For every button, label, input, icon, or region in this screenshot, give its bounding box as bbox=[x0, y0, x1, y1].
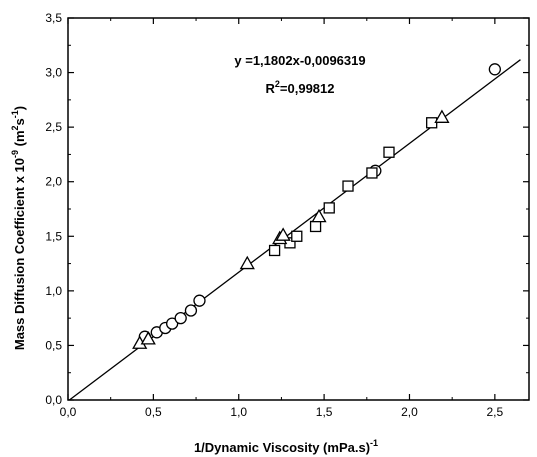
x-tick-label: 2,5 bbox=[487, 405, 504, 419]
square-marker bbox=[323, 202, 335, 214]
linear-fit-line bbox=[69, 59, 521, 401]
data-markers bbox=[132, 63, 502, 349]
y-tick-label: 3,0 bbox=[45, 66, 62, 80]
y-tick-label: 1,5 bbox=[45, 229, 62, 243]
square-marker bbox=[309, 220, 322, 233]
circle-marker bbox=[174, 311, 187, 325]
circle-marker bbox=[166, 317, 179, 330]
y-axis-title-unit-exponent-2: -1 bbox=[10, 110, 20, 118]
y-axis-title-unit: (m bbox=[12, 130, 27, 150]
y-tick-label: 2,5 bbox=[45, 120, 62, 134]
y-axis-title-close: ) bbox=[12, 106, 27, 110]
square-marker bbox=[342, 180, 354, 192]
y-tick-label: 3,5 bbox=[45, 11, 62, 25]
x-tick-label: 0,5 bbox=[145, 405, 162, 419]
x-axis-title-text: 1/Dynamic Viscosity (mPa.s) bbox=[194, 440, 370, 455]
r-squared-superscript: 2 bbox=[275, 79, 280, 89]
circle-marker bbox=[184, 304, 198, 317]
triangle-marker bbox=[434, 109, 450, 123]
x-tick-label: 2,0 bbox=[401, 405, 418, 419]
r-squared-value: =0,99812 bbox=[280, 81, 335, 96]
x-tick-label: 0,0 bbox=[60, 405, 77, 419]
y-axis-title-unit-mid: s bbox=[12, 118, 27, 125]
fit-line-layer bbox=[69, 59, 521, 401]
triangle-marker bbox=[239, 255, 255, 270]
y-axis-title-exponent: -9 bbox=[10, 150, 20, 158]
circle-marker bbox=[488, 63, 502, 76]
x-tick-label: 1,0 bbox=[230, 405, 247, 419]
y-tick-label: 1,0 bbox=[45, 284, 62, 298]
x-tick-label: 1,5 bbox=[316, 405, 333, 419]
axis-ticks: 0,0 0,5 1,0 1,5 2,0 2,5 0,0 0,5 1,0 1,5 2,0 2,5 3,0 3… bbox=[45, 11, 529, 419]
y-tick-label: 0,5 bbox=[45, 338, 62, 352]
square-marker bbox=[366, 167, 378, 179]
y-tick-label: 2,0 bbox=[45, 175, 62, 189]
triangle-marker bbox=[275, 227, 291, 241]
r-squared-annotation: R2=0,99812 bbox=[266, 79, 335, 96]
square-marker bbox=[291, 230, 303, 242]
triangle-marker bbox=[311, 208, 327, 223]
square-marker bbox=[383, 146, 395, 158]
y-tick-label: 0,0 bbox=[45, 393, 62, 407]
y-axis-title: Mass Diffusion Coefficient x 10-9 (m2s-1… bbox=[10, 106, 27, 350]
r-squared-symbol: R bbox=[266, 81, 276, 96]
y-axis-title-text: Mass Diffusion Coefficient x 10 bbox=[12, 158, 27, 350]
y-axis-title-unit-exponent-1: 2 bbox=[10, 125, 20, 130]
circle-marker bbox=[193, 294, 206, 307]
x-axis-title: 1/Dynamic Viscosity (mPa.s)-1 bbox=[194, 438, 378, 455]
triangle-marker bbox=[140, 331, 156, 345]
square-marker bbox=[268, 244, 281, 257]
x-axis-title-superscript: -1 bbox=[370, 438, 378, 448]
fit-equation-annotation: y =1,1802x-0,0096319 bbox=[234, 53, 365, 68]
